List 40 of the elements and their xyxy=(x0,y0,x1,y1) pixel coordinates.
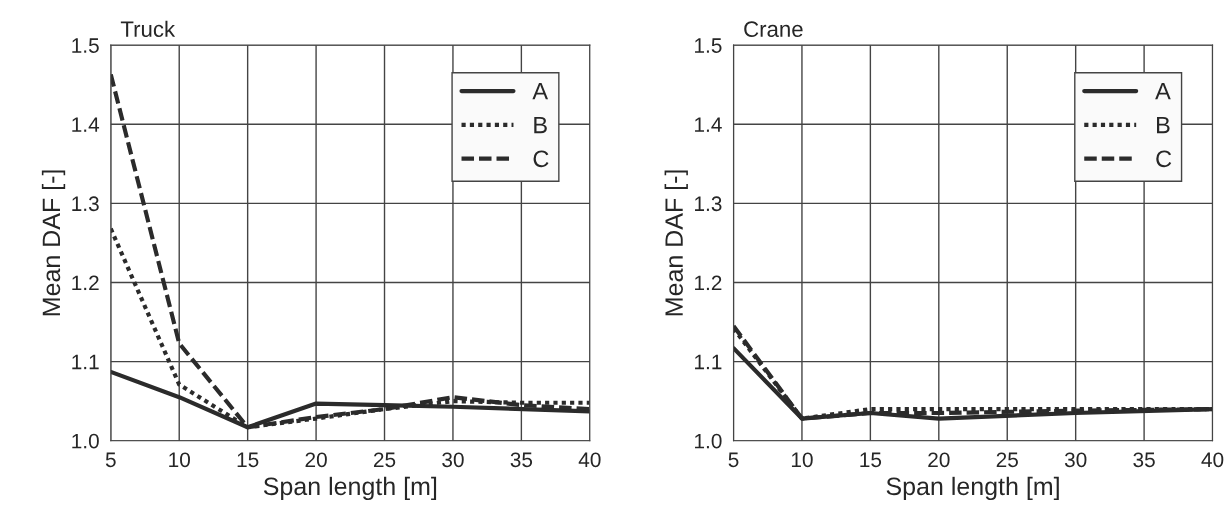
x-tick-label: 15 xyxy=(860,452,882,468)
y-tick-label: 1.0 xyxy=(72,433,99,449)
x-tick-label: 10 xyxy=(791,452,813,468)
x-tick-label: 20 xyxy=(928,452,950,468)
x-tick-label: 40 xyxy=(578,452,601,468)
y-tick-label: 1.4 xyxy=(72,117,100,132)
legend-label: A xyxy=(532,83,549,100)
y-axis-title: Mean DAF [-] xyxy=(41,170,66,316)
y-tick-label: 1.5 xyxy=(72,38,99,53)
x-tick-label: 40 xyxy=(1201,452,1224,468)
x-tick-label: 25 xyxy=(373,452,396,468)
x-tick-label: 35 xyxy=(510,452,533,468)
y-tick-label: 1.1 xyxy=(72,354,99,370)
y-tick-label: 1.1 xyxy=(695,354,722,370)
x-tick-label: 20 xyxy=(305,452,327,468)
legend-label: C xyxy=(1156,150,1172,168)
legend-label: B xyxy=(1157,116,1170,134)
x-tick-label: 15 xyxy=(237,452,259,468)
y-tick-label: 1.3 xyxy=(72,196,99,212)
legend-label: B xyxy=(534,116,547,134)
legend-label: C xyxy=(533,150,549,168)
x-tick-label: 5 xyxy=(728,452,739,468)
chart-title: Crane xyxy=(744,21,803,38)
x-axis-title: Span length [m] xyxy=(263,476,437,501)
x-tick-label: 30 xyxy=(442,452,464,468)
x-tick-label: 35 xyxy=(1133,452,1155,468)
y-tick-label: 1.2 xyxy=(72,275,99,291)
y-tick-label: 1.2 xyxy=(695,275,722,291)
x-tick-label: 25 xyxy=(996,452,1018,468)
x-tick-label: 10 xyxy=(169,452,190,468)
y-axis-title: Mean DAF [-] xyxy=(664,170,688,316)
x-axis-title: Span length [m] xyxy=(886,476,1059,501)
x-tick-label: 5 xyxy=(105,452,116,468)
y-tick-label: 1.5 xyxy=(695,38,722,53)
x-tick-label: 30 xyxy=(1064,452,1087,468)
y-tick-label: 1.4 xyxy=(695,117,722,132)
y-tick-label: 1.0 xyxy=(695,433,722,449)
y-tick-label: 1.3 xyxy=(695,196,722,212)
legend-label: A xyxy=(1155,83,1171,100)
chart-title: Truck xyxy=(120,20,176,38)
